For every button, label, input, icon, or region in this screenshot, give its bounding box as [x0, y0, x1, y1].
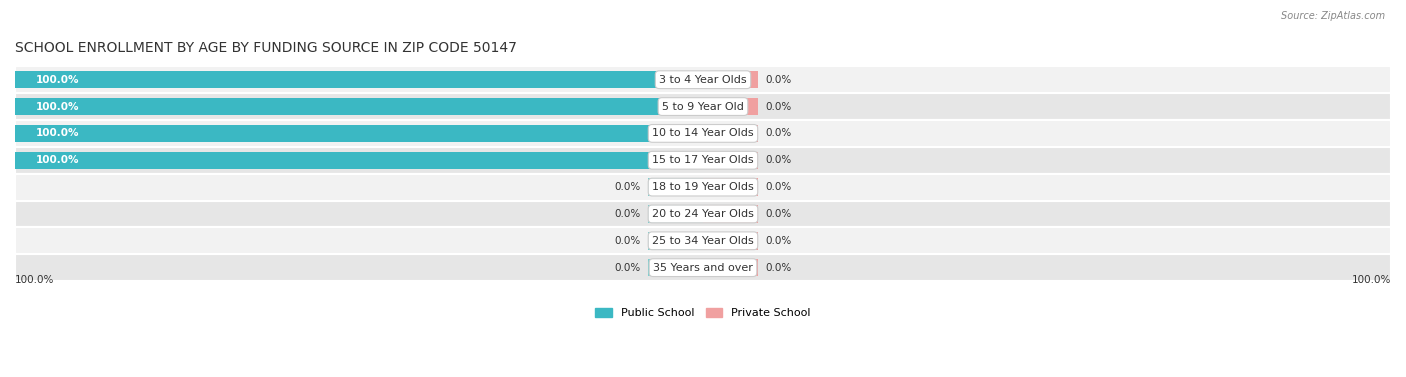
Bar — [648, 259, 703, 276]
Bar — [15, 98, 703, 115]
Text: 100.0%: 100.0% — [15, 275, 55, 285]
Text: 0.0%: 0.0% — [765, 182, 792, 192]
Bar — [15, 147, 1391, 174]
Text: 0.0%: 0.0% — [765, 101, 792, 112]
Text: 25 to 34 Year Olds: 25 to 34 Year Olds — [652, 236, 754, 246]
Text: 100.0%: 100.0% — [35, 75, 79, 85]
Bar — [648, 232, 703, 250]
Text: 15 to 17 Year Olds: 15 to 17 Year Olds — [652, 155, 754, 165]
Text: 0.0%: 0.0% — [765, 155, 792, 165]
Text: SCHOOL ENROLLMENT BY AGE BY FUNDING SOURCE IN ZIP CODE 50147: SCHOOL ENROLLMENT BY AGE BY FUNDING SOUR… — [15, 41, 517, 55]
Legend: Public School, Private School: Public School, Private School — [591, 303, 815, 323]
Bar — [15, 254, 1391, 281]
Bar — [703, 152, 758, 169]
Text: 100.0%: 100.0% — [35, 101, 79, 112]
Text: 10 to 14 Year Olds: 10 to 14 Year Olds — [652, 129, 754, 138]
Bar — [15, 120, 1391, 147]
Bar — [15, 201, 1391, 227]
Bar — [648, 205, 703, 223]
Text: 35 Years and over: 35 Years and over — [652, 263, 754, 273]
Text: 0.0%: 0.0% — [765, 75, 792, 85]
Text: 20 to 24 Year Olds: 20 to 24 Year Olds — [652, 209, 754, 219]
Bar — [15, 71, 703, 89]
Text: 0.0%: 0.0% — [765, 209, 792, 219]
Bar — [15, 66, 1391, 93]
Bar — [703, 71, 758, 89]
Bar — [703, 232, 758, 250]
Bar — [648, 178, 703, 196]
Text: 0.0%: 0.0% — [614, 182, 641, 192]
Bar — [703, 98, 758, 115]
Text: 100.0%: 100.0% — [1351, 275, 1391, 285]
Bar — [703, 125, 758, 142]
Text: 0.0%: 0.0% — [614, 236, 641, 246]
Bar — [703, 259, 758, 276]
Bar — [15, 152, 703, 169]
Text: 0.0%: 0.0% — [614, 263, 641, 273]
Text: 0.0%: 0.0% — [614, 209, 641, 219]
Bar — [15, 174, 1391, 201]
Text: 0.0%: 0.0% — [765, 129, 792, 138]
Text: 18 to 19 Year Olds: 18 to 19 Year Olds — [652, 182, 754, 192]
Text: 0.0%: 0.0% — [765, 263, 792, 273]
Bar — [703, 205, 758, 223]
Text: 100.0%: 100.0% — [35, 155, 79, 165]
Bar — [15, 125, 703, 142]
Bar — [15, 93, 1391, 120]
Text: 0.0%: 0.0% — [765, 236, 792, 246]
Bar — [703, 178, 758, 196]
Text: 100.0%: 100.0% — [35, 129, 79, 138]
Bar — [15, 227, 1391, 254]
Text: 5 to 9 Year Old: 5 to 9 Year Old — [662, 101, 744, 112]
Text: Source: ZipAtlas.com: Source: ZipAtlas.com — [1281, 11, 1385, 21]
Text: 3 to 4 Year Olds: 3 to 4 Year Olds — [659, 75, 747, 85]
